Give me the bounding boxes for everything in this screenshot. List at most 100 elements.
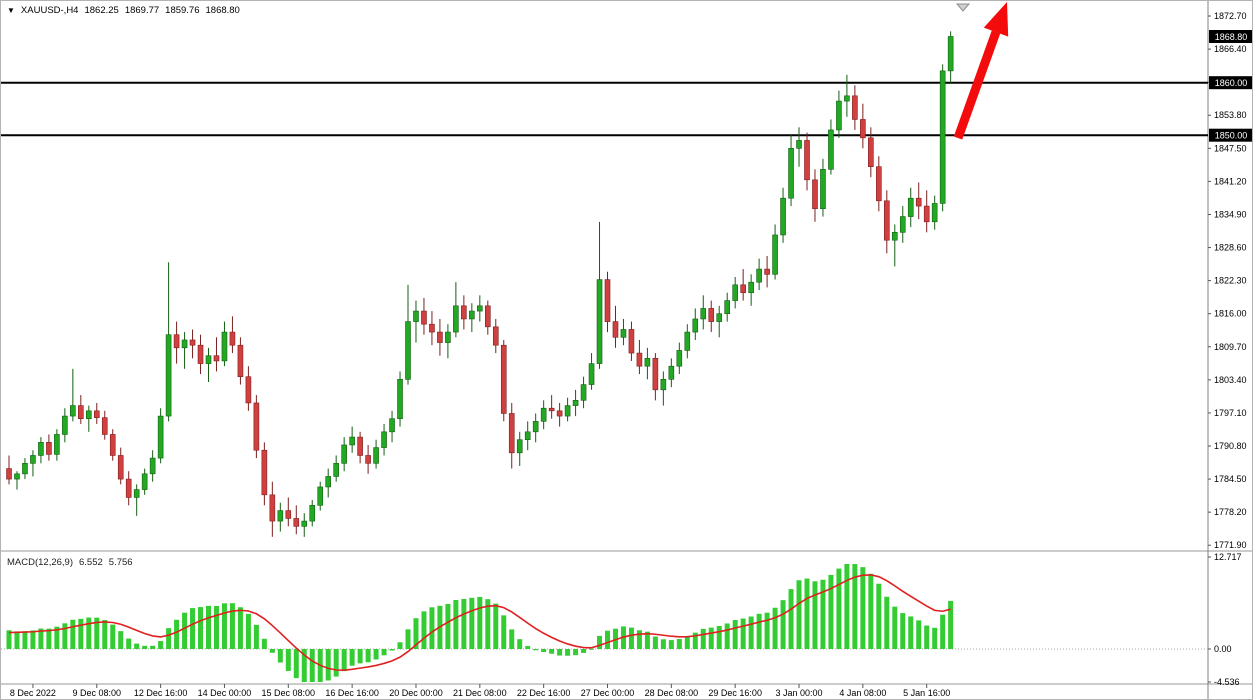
candle-body-up[interactable] (333, 463, 339, 477)
candle-body-down[interactable] (101, 417, 108, 435)
candle-body-up[interactable] (540, 407, 547, 422)
candle-body-down[interactable] (197, 344, 204, 364)
candle-body-up[interactable] (133, 489, 140, 498)
candle-body-up[interactable] (772, 234, 778, 275)
candle-body-up[interactable] (588, 363, 595, 385)
time-axis-label[interactable]: 28 Dec 08:00 (645, 688, 699, 698)
candle-body-up[interactable] (820, 169, 826, 209)
candle-body-up[interactable] (947, 36, 954, 72)
candle-body-up[interactable] (325, 476, 332, 488)
candle-body-up[interactable] (836, 100, 842, 131)
collapse-icon[interactable]: ▼ (7, 5, 15, 15)
candle-body-down[interactable] (293, 518, 300, 527)
candle-body-down[interactable] (492, 326, 499, 346)
candle-body-up[interactable] (221, 331, 228, 362)
candle-body-down[interactable] (245, 376, 252, 404)
candle-body-up[interactable] (796, 140, 802, 149)
candle-body-up[interactable] (724, 300, 731, 315)
candle-body-down[interactable] (484, 305, 491, 328)
candle-body-down[interactable] (860, 119, 866, 139)
time-axis-label[interactable]: 15 Dec 08:00 (262, 688, 316, 698)
trend-arrow-shaft[interactable] (953, 30, 1001, 140)
candle-body-up[interactable] (532, 421, 539, 433)
candle-body-down[interactable] (78, 405, 84, 420)
candle-body-up[interactable] (389, 418, 395, 433)
candle-body-down[interactable] (93, 410, 100, 418)
candle-body-up[interactable] (397, 379, 403, 420)
candle-body-up[interactable] (445, 331, 451, 343)
candle-body-down[interactable] (173, 334, 180, 349)
candle-body-up[interactable] (469, 310, 475, 320)
time-axis-label[interactable]: 16 Dec 16:00 (325, 688, 379, 698)
candle-body-up[interactable] (684, 331, 691, 351)
candle-body-up[interactable] (277, 510, 284, 522)
candle-body-down[interactable] (883, 200, 890, 241)
candle-body-up[interactable] (596, 279, 603, 364)
candle-body-up[interactable] (54, 434, 60, 455)
candle-body-up[interactable] (668, 365, 675, 380)
candle-body-up[interactable] (205, 355, 212, 364)
chart-shift-marker-icon[interactable] (955, 3, 971, 12)
candle-body-up[interactable] (165, 334, 172, 417)
candle-body-up[interactable] (780, 197, 786, 236)
candle-body-up[interactable] (844, 95, 850, 102)
candle-body-up[interactable] (732, 284, 738, 301)
candle-body-down[interactable] (876, 166, 882, 202)
time-axis-label[interactable]: 5 Jan 16:00 (903, 688, 950, 698)
candle-body-up[interactable] (341, 444, 347, 464)
candle-body-down[interactable] (213, 355, 220, 362)
candle-body-down[interactable] (229, 331, 236, 346)
candle-body-down[interactable] (636, 352, 643, 367)
time-axis-label[interactable]: 14 Dec 00:00 (198, 688, 252, 698)
candle-body-up[interactable] (644, 358, 651, 367)
candle-body-down[interactable] (556, 410, 563, 417)
candle-body-down[interactable] (269, 494, 276, 522)
candle-body-up[interactable] (564, 405, 571, 417)
candle-body-up[interactable] (453, 305, 459, 333)
candle-body-down[interactable] (923, 205, 930, 223)
candle-body-down[interactable] (868, 137, 874, 167)
candle-body-down[interactable] (261, 449, 268, 496)
candle-body-up[interactable] (516, 439, 523, 454)
candle-body-down[interactable] (461, 305, 467, 320)
candle-body-down[interactable] (285, 510, 292, 519)
candle-body-up[interactable] (317, 486, 324, 506)
candle-body-up[interactable] (301, 520, 308, 527)
candle-body-up[interactable] (676, 350, 683, 367)
candle-body-up[interactable] (828, 129, 834, 170)
candle-body-up[interactable] (756, 268, 762, 283)
time-axis-label[interactable]: 20 Dec 00:00 (389, 688, 443, 698)
candle-body-down[interactable] (548, 407, 555, 412)
candle-body-up[interactable] (572, 400, 579, 406)
candle-body-up[interactable] (149, 457, 156, 475)
time-axis-label[interactable]: 22 Dec 16:00 (517, 688, 571, 698)
time-axis-label[interactable]: 4 Jan 08:00 (839, 688, 886, 698)
candle-body-up[interactable] (30, 455, 36, 464)
candle-body-up[interactable] (907, 197, 914, 217)
candle-body-down[interactable] (46, 442, 52, 455)
candle-body-up[interactable] (716, 313, 723, 322)
candle-body-up[interactable] (660, 379, 667, 391)
candle-body-down[interactable] (804, 140, 810, 181)
candle-body-up[interactable] (141, 473, 148, 490)
candle-body-down[interactable] (652, 358, 659, 391)
time-axis-label[interactable]: 12 Dec 16:00 (134, 688, 188, 698)
candle-body-up[interactable] (692, 318, 699, 333)
candle-body-down[interactable] (253, 402, 260, 451)
candle-body-up[interactable] (373, 447, 379, 464)
candle-body-up[interactable] (891, 232, 898, 241)
candle-body-down[interactable] (189, 339, 196, 346)
candle-body-down[interactable] (117, 455, 124, 480)
candle-body-down[interactable] (109, 434, 116, 456)
candle-body-up[interactable] (38, 442, 44, 456)
time-axis-label[interactable]: 27 Dec 00:00 (581, 688, 635, 698)
candle-body-up[interactable] (788, 148, 794, 199)
candle-body-up[interactable] (748, 281, 754, 293)
candle-body-down[interactable] (125, 478, 132, 498)
candle-body-up[interactable] (700, 308, 707, 320)
candle-body-up[interactable] (477, 305, 483, 312)
candle-body-down[interactable] (628, 329, 635, 354)
candle-body-up[interactable] (620, 329, 627, 338)
